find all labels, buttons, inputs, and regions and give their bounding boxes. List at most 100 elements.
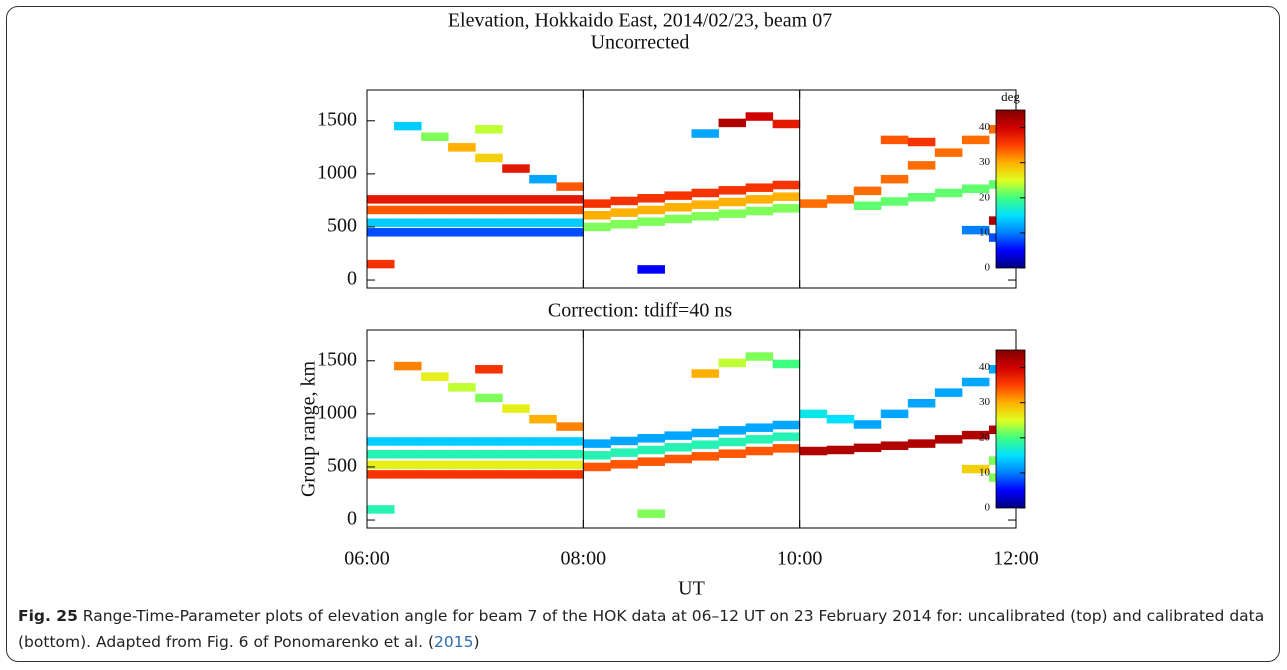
data-cell (880, 197, 909, 206)
data-cell (745, 195, 774, 204)
data-cell (610, 460, 638, 469)
data-cell (961, 184, 990, 193)
data-cell (502, 470, 530, 479)
data-cell (583, 439, 611, 448)
data-cell (610, 448, 638, 457)
data-cell (583, 451, 611, 460)
data-cell (367, 259, 395, 269)
data-cell (529, 174, 557, 184)
data-cell (394, 361, 422, 371)
colorbar-tick-label: 0 (985, 262, 991, 274)
data-cell (475, 153, 503, 163)
data-cell (745, 206, 774, 216)
y-tick-label: 0 (347, 268, 357, 290)
data-cell (772, 180, 801, 190)
suptitle: Elevation, Hokkaido East, 2014/02/23, be… (448, 10, 832, 32)
data-cell (556, 228, 584, 237)
data-cell (718, 426, 747, 435)
data-cell (961, 135, 990, 145)
data-cell (718, 437, 747, 447)
y-tick-label: 500 (327, 215, 357, 237)
colorbar-tick-label: 30 (979, 396, 991, 408)
data-cell (772, 204, 801, 213)
data-cell (421, 195, 449, 204)
data-cell (556, 470, 584, 479)
data-cell (421, 460, 449, 470)
data-cell (502, 218, 530, 227)
data-cell (475, 460, 503, 470)
data-cell (691, 188, 720, 198)
data-cell (637, 205, 665, 215)
colorbar (995, 109, 1026, 269)
data-cell (718, 186, 747, 195)
data-cell (556, 205, 584, 215)
colorbar-tick-label: 40 (979, 361, 991, 373)
data-cell (691, 440, 720, 449)
y-tick-label: 0 (347, 508, 357, 530)
data-cell (448, 195, 476, 204)
colorbar (995, 349, 1026, 509)
data-cell (745, 435, 774, 444)
data-cell (529, 218, 557, 227)
data-cell (637, 509, 665, 518)
data-cell (529, 205, 557, 215)
data-cell (502, 449, 530, 459)
data-cell (880, 441, 909, 450)
data-cell (502, 195, 530, 204)
data-cell (637, 457, 665, 466)
data-cell (718, 197, 747, 207)
data-cell (394, 470, 422, 479)
data-cell (934, 435, 963, 444)
data-cell (718, 358, 747, 368)
data-cell (421, 218, 449, 227)
data-cell (637, 434, 665, 443)
data-cell (529, 437, 557, 446)
colorbar-tick-label: 20 (979, 191, 991, 203)
data-cell (556, 460, 584, 470)
data-cell (367, 437, 395, 446)
data-cell (853, 201, 882, 210)
data-cell (745, 446, 774, 456)
data-cell (367, 218, 395, 227)
data-cell (394, 228, 422, 237)
data-cell (421, 470, 449, 479)
caption-end: ) (473, 633, 480, 651)
data-cell (826, 195, 855, 204)
x-axis-label: UT (678, 578, 705, 600)
data-cell (745, 352, 774, 361)
data-cell (367, 505, 395, 514)
data-cell (610, 208, 638, 217)
data-cell (556, 182, 584, 191)
caption-link[interactable]: 2015 (434, 633, 474, 651)
data-cell (367, 460, 395, 470)
data-cell (691, 452, 720, 461)
data-cell (718, 449, 747, 458)
data-cell (961, 377, 990, 387)
y-tick-label: 500 (327, 455, 357, 477)
data-cell (853, 186, 882, 196)
data-cell (772, 192, 801, 201)
data-cell (421, 205, 449, 215)
data-cell (745, 423, 774, 432)
data-cell (502, 437, 530, 446)
data-cell (556, 422, 584, 431)
data-cell (610, 436, 638, 446)
data-cell (529, 449, 557, 459)
data-cell (475, 449, 503, 459)
colorbar-tick-label: 10 (979, 226, 991, 238)
data-cell (448, 228, 476, 237)
data-cell (691, 212, 720, 221)
data-cell (799, 199, 828, 208)
data-cell (961, 430, 990, 440)
data-cell (421, 437, 449, 446)
data-cell (475, 205, 503, 215)
data-cell (745, 112, 774, 121)
y-tick-label: 1000 (317, 401, 357, 423)
data-cell (907, 137, 936, 147)
data-cell (934, 388, 963, 397)
data-cell (475, 125, 503, 134)
data-cell (502, 404, 530, 413)
data-cell (475, 437, 503, 446)
data-cell (637, 217, 665, 226)
data-cell (583, 211, 611, 220)
